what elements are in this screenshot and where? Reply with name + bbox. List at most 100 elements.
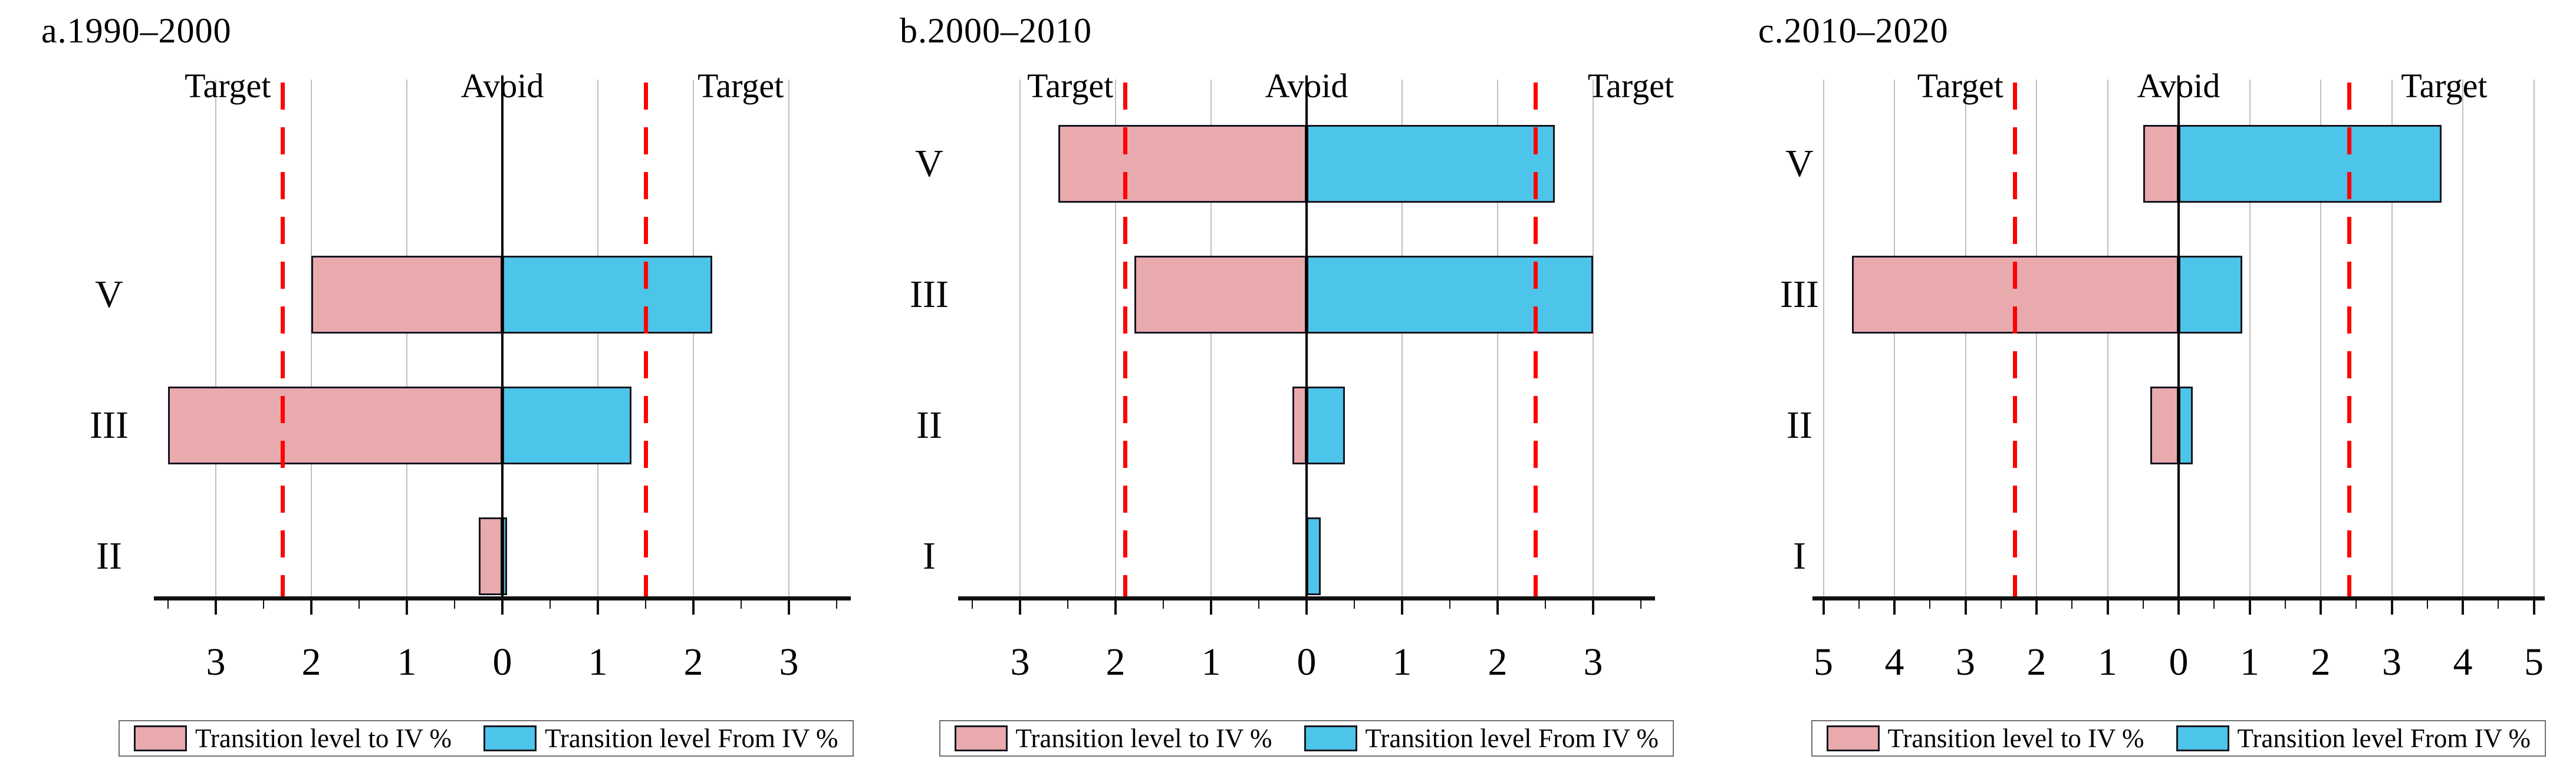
x-axis-major-tick [406, 600, 408, 615]
x-axis-major-tick [2035, 600, 2038, 615]
gridline [2391, 80, 2393, 596]
x-axis-minor-tick [2000, 600, 2002, 609]
bar-to-iv-v [311, 256, 502, 334]
x-axis-minor-tick [1929, 600, 1931, 609]
x-axis-major-tick [501, 600, 504, 615]
x-axis-minor-tick [549, 600, 551, 609]
chart-panel-2000-2010: b.2000–2010 V III II I Target Avoid Target 3 2 1 0… [858, 0, 1717, 759]
x-axis-major-tick [1592, 600, 1594, 615]
x-axis-minor-tick [1640, 600, 1642, 609]
x-tick-label: 2 [1106, 641, 1126, 684]
x-tick-label: 3 [206, 641, 226, 684]
legend-swatch-from-iv [1304, 725, 1357, 751]
target-right-label: Target [1587, 67, 1674, 105]
x-tick-label: 1 [2098, 641, 2117, 684]
bar-to-iv-ii [478, 517, 502, 595]
bar-from-iv-i [1307, 517, 1321, 595]
x-axis-minor-tick [358, 600, 360, 609]
target-left-label: Target [185, 67, 271, 105]
x-axis-line [958, 596, 1656, 600]
legend-label-to-iv: Transition level to IV % [1015, 724, 1272, 753]
target-right-label: Target [698, 67, 784, 105]
plot-area: V III II Target Avoid Target 3 2 1 0 1 2 3 [0, 0, 858, 759]
x-tick-label: 0 [492, 641, 512, 684]
legend: Transition level to IV % Transition leve… [939, 720, 1674, 757]
x-axis-minor-tick [167, 600, 169, 609]
legend-label-from-iv: Transition level From IV % [545, 724, 838, 753]
gridline [2107, 80, 2108, 596]
bar-to-iv-iii [168, 387, 502, 464]
gridline [406, 80, 407, 596]
x-tick-label: 3 [779, 641, 799, 684]
x-axis-major-tick [1964, 600, 1967, 615]
chart-title: b.2000–2010 [900, 11, 1092, 50]
bar-from-iv-ii [2179, 387, 2193, 464]
chart-panel-1990-2000: a.1990–2000 V III II Target Avoid Target 3 2 1 0 1… [0, 0, 858, 759]
x-axis-minor-tick [644, 600, 647, 609]
x-axis-major-tick [597, 600, 599, 615]
gridline [311, 80, 312, 596]
target-line-left [280, 82, 285, 596]
x-axis-major-tick [2390, 600, 2393, 615]
row-label-i: I [923, 534, 936, 578]
x-tick-label: 5 [1814, 641, 1833, 684]
x-axis-major-tick [1114, 600, 1117, 615]
x-tick-label: 5 [2524, 641, 2544, 684]
legend-label-from-iv: Transition level From IV % [2237, 724, 2531, 753]
gridline [2533, 80, 2535, 596]
chart-title: a.1990–2000 [41, 11, 232, 50]
x-axis-minor-tick [453, 600, 456, 609]
target-left-label: Target [1917, 67, 2003, 105]
x-axis-major-tick [2462, 600, 2464, 615]
x-tick-label: 3 [1010, 641, 1030, 684]
row-label-v: V [95, 273, 123, 316]
x-axis-major-tick [2532, 600, 2535, 615]
x-axis-major-tick [1822, 600, 1825, 615]
gridline [2036, 80, 2037, 596]
x-axis-major-tick [2177, 600, 2180, 615]
x-tick-label: 1 [1392, 641, 1412, 684]
target-line-right [2347, 82, 2351, 596]
gridline [2320, 80, 2321, 596]
target-line-right [643, 82, 648, 596]
target-line-right [1534, 82, 1538, 596]
x-axis-minor-tick [1858, 600, 1860, 609]
x-axis-major-tick [1019, 600, 1021, 615]
bar-to-iv-ii [2150, 387, 2179, 464]
legend-swatch-from-iv [483, 725, 537, 751]
x-axis-major-tick [1210, 600, 1212, 615]
x-axis-minor-tick [2284, 600, 2286, 609]
x-axis-minor-tick [740, 600, 742, 609]
x-tick-label: 0 [1297, 641, 1317, 684]
gridline [1019, 80, 1021, 596]
row-label-v: V [1785, 142, 1814, 185]
x-axis-minor-tick [2142, 600, 2144, 609]
gridline [1822, 80, 1824, 596]
legend-swatch-to-iv [1826, 725, 1880, 751]
x-tick-label: 1 [397, 641, 417, 684]
x-tick-label: 3 [1956, 641, 1975, 684]
legend-swatch-to-iv [134, 725, 187, 751]
legend: Transition level to IV % Transition leve… [119, 720, 854, 757]
x-axis-minor-tick [1353, 600, 1356, 609]
x-axis-minor-tick [1258, 600, 1260, 609]
target-line-left [1123, 82, 1127, 596]
x-axis-minor-tick [2071, 600, 2073, 609]
gridline [2249, 80, 2251, 596]
x-tick-label: 4 [2453, 641, 2473, 684]
target-right-label: Target [2401, 67, 2488, 105]
plot-area: V III II I Target Avoid Target 5 4 3 2 1 0 1 2 3 4 5 [1717, 0, 2576, 759]
x-tick-label: 3 [2382, 641, 2401, 684]
bar-from-iv-iii [2179, 256, 2243, 334]
x-axis-major-tick [2248, 600, 2251, 615]
x-axis-minor-tick [1067, 600, 1069, 609]
bar-from-iv-iii [1307, 256, 1593, 334]
x-axis-minor-tick [971, 600, 973, 609]
plot-area: V III II I Target Avoid Target 3 2 1 0 1 2 3 [858, 0, 1717, 759]
x-tick-label: 4 [1884, 641, 1904, 684]
gridline [1965, 80, 1966, 596]
bar-to-iv-ii [1292, 387, 1307, 464]
avoid-label: Avoid [2137, 67, 2220, 105]
x-axis-line [1812, 596, 2545, 600]
x-axis-minor-tick [1449, 600, 1451, 609]
